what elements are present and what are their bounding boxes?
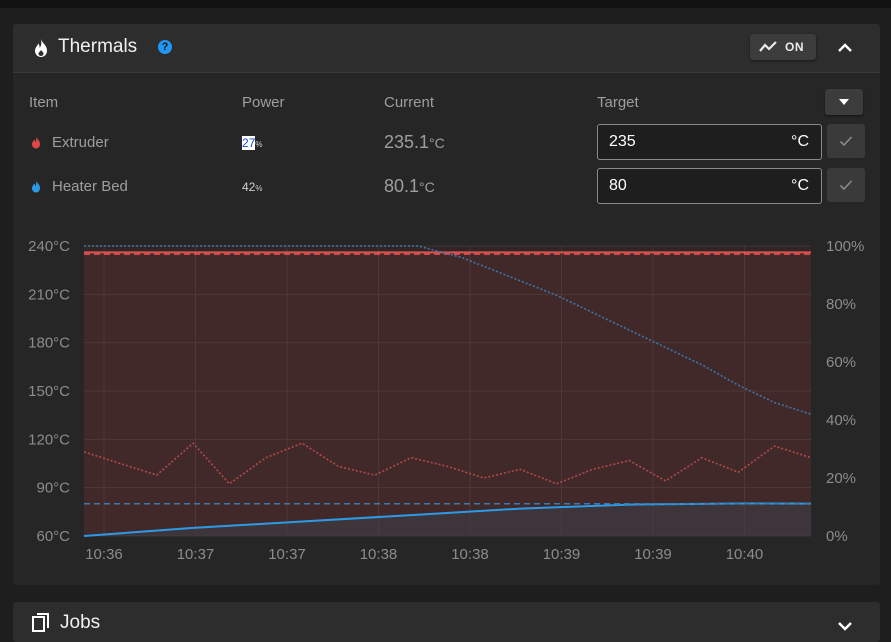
series-area: [84, 252, 811, 536]
fire-icon: [35, 39, 47, 57]
y-right-tick-label: 60%: [826, 354, 856, 371]
y-left-tick-label: 180°C: [28, 335, 70, 352]
x-tick-label: 10:38: [451, 546, 489, 563]
heater-bed-current-temp: 80.1°C: [384, 176, 435, 196]
x-tick-label: 10:39: [543, 546, 581, 563]
y-left-tick-label: 120°C: [28, 431, 70, 448]
extruder-name: Extruder: [52, 134, 109, 151]
extruder-power: 27%: [242, 136, 263, 150]
y-left-tick-label: 210°C: [28, 286, 70, 303]
options-dropdown-button[interactable]: [825, 89, 863, 115]
card-header: Thermals ? ON: [13, 24, 880, 73]
column-power: Power: [242, 94, 285, 111]
check-icon: [839, 180, 853, 191]
series-power-line: [83, 442, 812, 485]
series-power-line: [84, 245, 812, 415]
thermals-card: Thermals ? ON Item Power Current Target …: [13, 24, 880, 585]
x-axis-labels: 10:36 10:37 10:37 10:38 10:38 10:39 10:39 10:40: [85, 546, 763, 563]
column-current: Current: [384, 94, 435, 111]
chevron-up-icon[interactable]: [833, 36, 857, 60]
y-left-tick-label: 90°C: [36, 480, 70, 497]
x-tick-label: 10:37: [177, 546, 215, 563]
y-left-tick-label: 60°C: [36, 528, 70, 545]
chart-lines: [83, 245, 812, 537]
file-copy-icon: [32, 613, 49, 632]
chart-line-icon: [759, 41, 777, 52]
series-temperature-line: [83, 502, 812, 537]
column-target: Target: [597, 94, 639, 111]
extruder-apply-button[interactable]: [827, 124, 865, 158]
caret-down-icon: [839, 99, 849, 105]
y-axis-left-labels: 240°C 210°C 180°C 150°C 120°C 90°C 60°C: [28, 238, 70, 545]
chevron-down-icon[interactable]: [833, 614, 857, 638]
column-item: Item: [29, 94, 59, 111]
heater-bed-power: 42%: [242, 180, 263, 194]
heater-bed-target-input[interactable]: 80 °C: [597, 168, 822, 204]
chart-grid: [84, 245, 811, 537]
series-area: [84, 503, 811, 536]
extruder-current-temp: 235.1°C: [384, 132, 445, 152]
top-strip: [0, 0, 891, 8]
temperature-chart: 240°C 210°C 180°C 150°C 120°C 90°C 60°C 100% 80…: [28, 238, 864, 563]
y-axis-right-labels: 100% 80% 60% 40% 20% 0%: [826, 238, 864, 545]
jobs-card: Jobs: [13, 602, 880, 642]
x-tick-label: 10:37: [268, 546, 306, 563]
y-right-tick-label: 100%: [826, 238, 864, 255]
x-tick-label: 10:36: [85, 546, 123, 563]
x-tick-label: 10:40: [726, 546, 764, 563]
y-left-tick-label: 240°C: [28, 238, 70, 255]
chart-toggle-label: ON: [785, 40, 804, 54]
x-tick-label: 10:39: [634, 546, 672, 563]
chart-fills: [84, 252, 811, 536]
chart-toggle-button[interactable]: ON: [750, 34, 816, 60]
y-right-tick-label: 80%: [826, 296, 856, 313]
check-icon: [839, 136, 853, 147]
card-title: Thermals: [58, 36, 138, 57]
heater-bed-apply-button[interactable]: [827, 168, 865, 202]
extruder-flame-icon: [32, 136, 40, 149]
y-left-tick-label: 150°C: [28, 383, 70, 400]
heater-bed-name: Heater Bed: [52, 178, 128, 195]
y-right-tick-label: 40%: [826, 412, 856, 429]
heater-bed-flame-icon: [32, 180, 40, 193]
extruder-target-input[interactable]: 235 °C: [597, 124, 822, 160]
y-right-tick-label: 0%: [826, 528, 848, 545]
x-tick-label: 10:38: [360, 546, 398, 563]
jobs-title: Jobs: [60, 612, 101, 633]
help-icon[interactable]: ?: [158, 40, 172, 54]
y-right-tick-label: 20%: [826, 470, 856, 487]
